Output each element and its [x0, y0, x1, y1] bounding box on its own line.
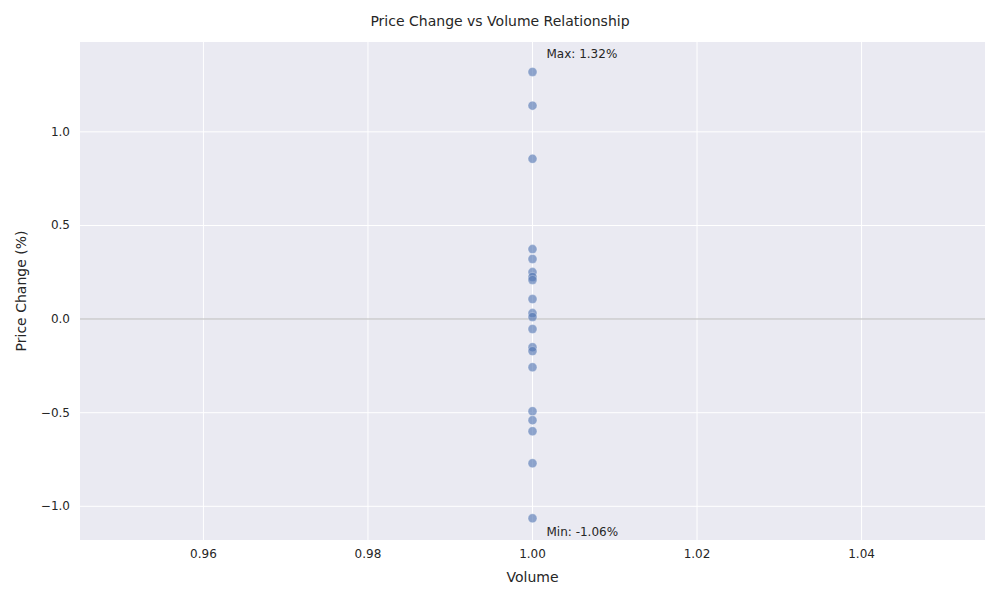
x-tick-label: 1.04 — [848, 547, 875, 561]
plot-area — [80, 42, 985, 540]
points — [528, 67, 537, 522]
scatter-point — [528, 407, 537, 416]
scatter-point — [528, 514, 537, 523]
x-tick-label: 1.00 — [519, 547, 546, 561]
y-tick-label: 0.0 — [51, 312, 70, 326]
y-grid-line — [80, 225, 985, 226]
x-tick-label: 1.02 — [684, 547, 711, 561]
scatter-point — [528, 427, 537, 436]
grid — [80, 42, 985, 540]
x-grid-line — [203, 42, 204, 540]
scatter-point — [528, 313, 537, 322]
y-grid-line — [80, 131, 985, 132]
x-axis-label: Volume — [506, 569, 558, 585]
x-tick-label: 0.98 — [355, 547, 382, 561]
annotation: Min: -1.06% — [547, 525, 619, 539]
scatter-point — [528, 275, 537, 284]
y-tick-label: −0.5 — [41, 406, 70, 420]
y-tick-label: 1.0 — [51, 125, 70, 139]
x-tick-label: 0.96 — [190, 547, 217, 561]
scatter-point — [528, 101, 537, 110]
annotation: Max: 1.32% — [547, 47, 618, 61]
y-tick-label: −1.0 — [41, 499, 70, 513]
scatter-point — [528, 416, 537, 425]
scatter-point — [528, 459, 537, 468]
chart-title: Price Change vs Volume Relationship — [370, 13, 629, 29]
scatter-point — [528, 363, 537, 372]
scatter-point — [528, 325, 537, 334]
y-grid-line — [80, 506, 985, 507]
chart-container: 0.96 0.98 1.00 1.02 1.04 −1.0 −0.5 0.0 0.5 1.0 Max… — [0, 0, 1000, 600]
y-axis-label: Price Change (%) — [13, 231, 29, 352]
x-grid-line — [367, 42, 368, 540]
y-tick-label: 0.5 — [51, 218, 70, 232]
scatter-point — [528, 295, 537, 304]
scatter-point — [528, 67, 537, 76]
scatter-point — [528, 347, 537, 356]
scatter-point — [528, 154, 537, 163]
x-grid-line — [861, 42, 862, 540]
chart-svg: 0.96 0.98 1.00 1.02 1.04 −1.0 −0.5 0.0 0.5 1.0 Max… — [0, 0, 1000, 600]
scatter-point — [528, 254, 537, 263]
scatter-point — [528, 245, 537, 254]
x-grid-line — [697, 42, 698, 540]
